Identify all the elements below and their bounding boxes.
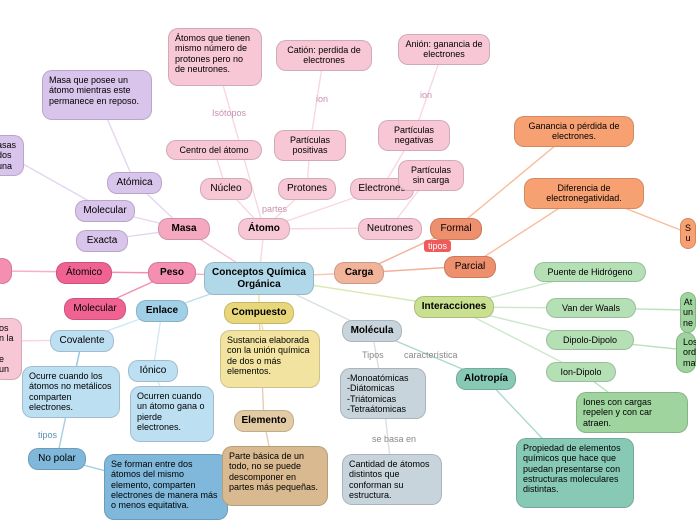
node-left1: asas dos una — [0, 135, 24, 176]
node-elemento: Elemento — [234, 410, 294, 432]
node-npdesc: Se forman entre dos átomos del mismo ele… — [104, 454, 228, 520]
node-losord: Losordemat — [676, 332, 696, 373]
edge-label: característica — [404, 350, 458, 360]
node-partebas: Parte básica de un todo, no se puede des… — [222, 446, 328, 506]
node-iones: Iones con cargas repelen y con car atrae… — [576, 392, 688, 433]
node-center: Conceptos Química Orgánica — [204, 262, 314, 295]
edge-label: ion — [316, 94, 328, 104]
node-rightstub: Su — [680, 218, 696, 249]
node-partsin: Partículas sin carga — [398, 160, 464, 191]
node-alotropia: Alotropía — [456, 368, 516, 390]
node-elecneg: Diferencia de electronegatividad. — [524, 178, 644, 209]
edge-label: tipos — [424, 240, 451, 252]
node-carga: Carga — [334, 262, 384, 284]
node-covdesc: Ocurre cuando los átomos no metálicos co… — [22, 366, 120, 418]
node-covalente: Covalente — [50, 330, 114, 352]
node-masadesc: Masa que posee un átomo mientras este pe… — [42, 70, 152, 120]
node-partneg: Partículas negativas — [378, 120, 450, 151]
node-compuesto: Compuesto — [224, 302, 294, 324]
node-tiposmol: -Monoatómicas-Diátomicas-Triátomicas-Tet… — [340, 368, 426, 419]
node-parcial: Parcial — [444, 256, 496, 278]
edge-label: ion — [420, 90, 432, 100]
edge-label: tipos — [38, 430, 57, 440]
node-enlace: Enlace — [136, 300, 188, 322]
node-nopolar: No polar — [28, 448, 86, 470]
node-cantidad: Cantidad de átomos distintos que conform… — [342, 454, 442, 505]
node-left2 — [0, 258, 12, 284]
node-iondesc: Ocurren cuando un átomo gana o pierde el… — [130, 386, 214, 442]
node-sustancia: Sustancia elaborada con la unión química… — [220, 330, 320, 388]
node-atomico: Átomico — [56, 262, 112, 284]
node-atomica: Atómica — [107, 172, 162, 194]
node-atomo: Átomo — [238, 218, 290, 240]
edge-label: partes — [262, 204, 287, 214]
node-cation: Catión: perdida de electrones — [276, 40, 372, 71]
node-formal: Formal — [430, 218, 482, 240]
edge-label: Isótopos — [212, 108, 246, 118]
node-protones: Protones — [278, 178, 336, 200]
node-anion: Anión: ganancia de electrones — [398, 34, 490, 65]
node-molecula: Molécula — [342, 320, 402, 342]
edge-label: Tipos — [362, 350, 384, 360]
node-vdw: Van der Waals — [546, 298, 636, 318]
node-interac: Interacciones — [414, 296, 494, 318]
node-partpos: Partículas positivas — [274, 130, 346, 161]
node-neutrones: Neutrones — [358, 218, 422, 240]
node-left3: osn lae un — [0, 318, 22, 380]
node-nucleo: Núcleo — [200, 178, 252, 200]
node-ganper: Ganancia o pérdida de electrones. — [514, 116, 634, 147]
node-puente: Puente de Hidrógeno — [534, 262, 646, 282]
edge-label: se basa en — [372, 434, 416, 444]
node-peso: Peso — [148, 262, 196, 284]
node-iondip: Ion-Dipolo — [546, 362, 616, 382]
concept-map: Conceptos Química Orgánica Masa Atómica Mol… — [0, 0, 696, 520]
node-ionico: Iónico — [128, 360, 178, 382]
node-centroat: Centro del átomo — [166, 140, 262, 160]
node-isotopos: Átomos que tienen mismo número de proton… — [168, 28, 262, 86]
node-molecular1: Molecular — [75, 200, 135, 222]
node-propiedad: Propiedad de elementos químicos que hace… — [516, 438, 634, 508]
node-molecular2: Molecular — [64, 298, 126, 320]
node-atrae: Atunne — [680, 292, 696, 333]
node-dipdip: Dipolo-Dipolo — [546, 330, 634, 350]
node-masa: Masa — [158, 218, 210, 240]
node-exacta: Exacta — [76, 230, 128, 252]
